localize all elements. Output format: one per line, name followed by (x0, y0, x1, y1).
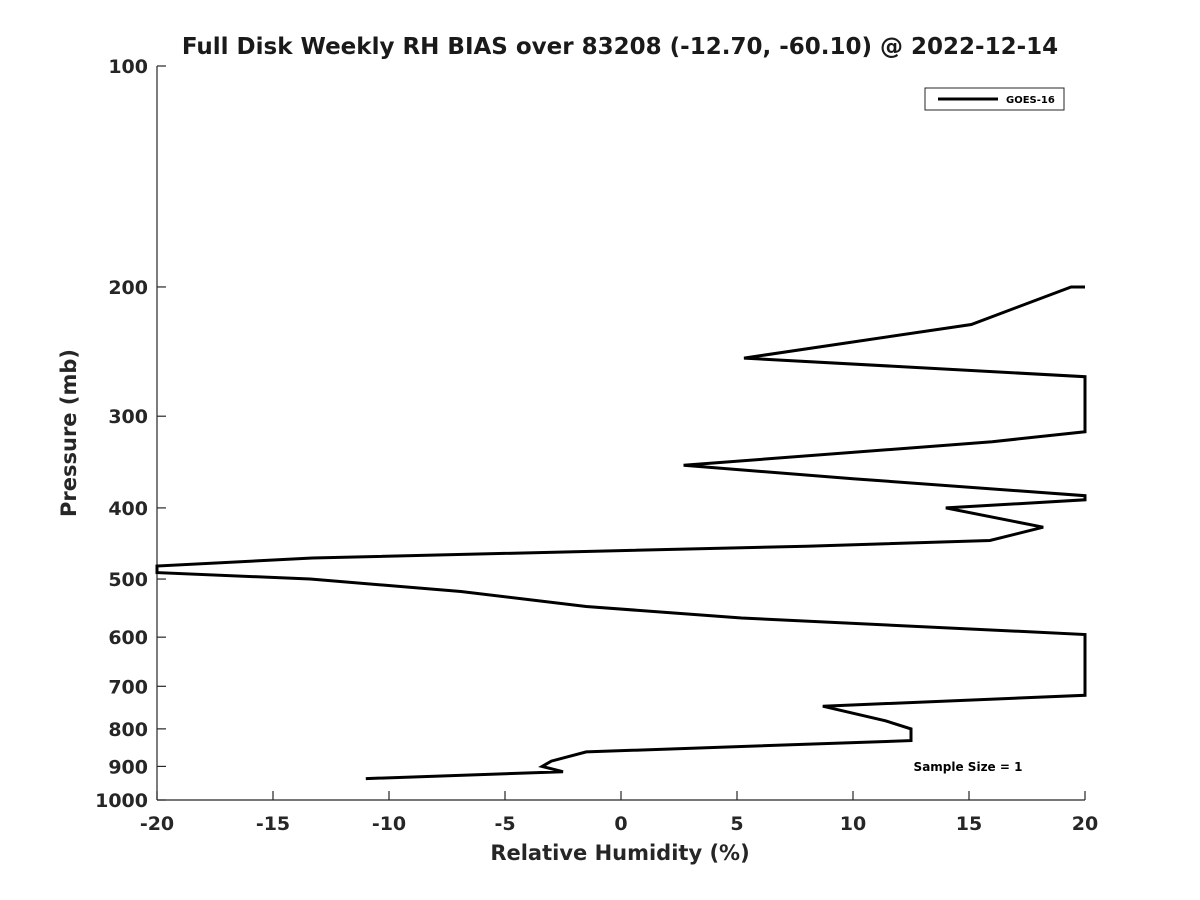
y-tick-label: 600 (108, 627, 148, 649)
x-tick-label: 5 (730, 813, 743, 835)
x-tick-label: 20 (1072, 813, 1098, 835)
y-tick-label: 800 (108, 719, 148, 741)
x-tick-label: -15 (256, 813, 290, 835)
sample-size-annotation: Sample Size = 1 (914, 760, 1023, 774)
y-tick-label: 100 (108, 56, 148, 78)
y-tick-label: 500 (108, 569, 148, 591)
x-tick-label: -10 (372, 813, 406, 835)
x-tick-label: 0 (614, 813, 627, 835)
axis-ticks: -20 -15 -10 -5 0 5 10 15 20 100 200 300 400 500 600 700… (95, 56, 1098, 835)
legend-label: GOES-16 (1006, 95, 1055, 106)
y-tick-label: 400 (108, 498, 148, 520)
y-tick-label: 200 (108, 277, 148, 299)
x-tick-label: -20 (140, 813, 174, 835)
y-tick-label: 900 (108, 756, 148, 778)
x-tick-label: -5 (494, 813, 515, 835)
legend: GOES-16 (924, 87, 1065, 111)
y-axis-label: Pressure (mb) (57, 349, 81, 517)
x-tick-label: 15 (956, 813, 982, 835)
x-tick-label: 10 (840, 813, 866, 835)
x-axis-label: Relative Humidity (%) (490, 841, 749, 865)
y-tick-label: 300 (108, 406, 148, 428)
series-layer (155, 285, 1087, 781)
chart-title: Full Disk Weekly RH BIAS over 83208 (-12… (182, 34, 1058, 60)
series-line-goes-16 (155, 285, 1087, 781)
y-tick-label: 1000 (95, 790, 148, 812)
y-tick-label: 700 (108, 676, 148, 698)
